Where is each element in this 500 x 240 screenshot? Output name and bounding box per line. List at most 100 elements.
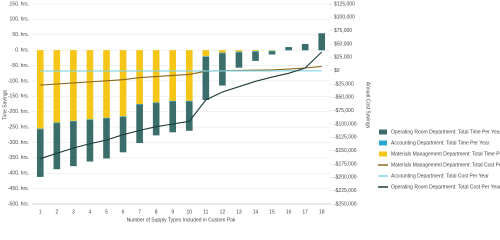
bar-segment bbox=[268, 50, 276, 52]
y-tick-label: 50. hrs. bbox=[12, 32, 29, 38]
bar-segment bbox=[202, 50, 210, 57]
y2-tick-label: -$25,000 bbox=[334, 81, 354, 87]
y2-tick-label: -$200,000 bbox=[334, 175, 357, 181]
x-tick-label: 6 bbox=[122, 209, 125, 215]
x-tick-label: 7 bbox=[138, 209, 141, 215]
bar-segment bbox=[152, 102, 160, 104]
bar-segment bbox=[36, 50, 44, 129]
legend-label: Materials Management Department: Total C… bbox=[391, 162, 500, 168]
x-tick-label: 16 bbox=[286, 209, 292, 215]
y-tick-label: -100. hrs. bbox=[8, 78, 29, 84]
bar-segment bbox=[119, 116, 127, 117]
bar-segment bbox=[235, 51, 243, 53]
x-axis-title: Number of Supply Types Included in Custo… bbox=[127, 217, 236, 223]
y2-tick-label: -$150,000 bbox=[334, 148, 357, 154]
y2-tick-label: $50,000 bbox=[334, 41, 352, 47]
legend-label: Operating Room Department: Total Time Pe… bbox=[391, 129, 500, 135]
y-tick-label: -300. hrs. bbox=[8, 140, 29, 146]
chart: Time Savings Annual Cost Savings Number … bbox=[2, 1, 500, 223]
bar-segment bbox=[202, 56, 210, 100]
y2-tick-label: $125,000 bbox=[334, 1, 355, 7]
legend-swatch bbox=[379, 151, 387, 157]
x-tick-label: 9 bbox=[171, 209, 174, 215]
bar-segment bbox=[70, 120, 77, 122]
x-tick-label: 2 bbox=[55, 209, 58, 215]
x-tick-label: 11 bbox=[203, 209, 208, 215]
y2-tick-label: -$175,000 bbox=[334, 161, 357, 167]
x-tick-label: 18 bbox=[319, 209, 325, 215]
x-tick-label: 4 bbox=[89, 209, 92, 215]
y2-tick-label: -$250,000 bbox=[334, 201, 357, 207]
x-tick-label: 15 bbox=[269, 209, 275, 215]
x-tick-label: 13 bbox=[236, 209, 242, 215]
bar-segment bbox=[185, 101, 193, 131]
legend-label: Accounting Department: Total Cost Per Ye… bbox=[391, 173, 489, 179]
x-tick-label: 12 bbox=[220, 209, 226, 215]
bar-segment bbox=[219, 52, 226, 54]
legend-label: Materials Management Department: Total T… bbox=[391, 151, 500, 157]
bar-segment bbox=[103, 118, 110, 159]
y2-tick-label: -$225,000 bbox=[334, 188, 357, 194]
bar-segment bbox=[70, 121, 77, 167]
bar-segment bbox=[53, 122, 61, 124]
line-series bbox=[40, 51, 323, 160]
line-series bbox=[40, 65, 322, 86]
legend-swatch bbox=[379, 140, 387, 146]
y2-tick-label: $75,000 bbox=[334, 28, 352, 34]
y2-axis-title: Annual Cost Savings bbox=[365, 82, 371, 129]
y-tick-label: 0. hrs. bbox=[15, 47, 29, 53]
bar-segment bbox=[103, 117, 110, 119]
x-tick-label: 1 bbox=[39, 209, 42, 215]
y2-tick-label: -$100,000 bbox=[334, 121, 357, 127]
bar-segment bbox=[252, 51, 259, 52]
y-tick-label: -350. hrs. bbox=[8, 155, 29, 161]
y-tick-label: 150. hrs. bbox=[10, 1, 29, 7]
y2-tick-label: -$50,000 bbox=[334, 95, 354, 101]
bar-segment bbox=[152, 103, 160, 136]
y2-tick-label: -$75,000 bbox=[334, 108, 354, 114]
bar-segment bbox=[86, 50, 94, 120]
x-tick-label: 17 bbox=[302, 209, 308, 215]
legend-label: Operating Room Department: Total Cost Pe… bbox=[391, 184, 500, 190]
bar-segment bbox=[53, 50, 61, 123]
y-tick-label: -450. hrs. bbox=[8, 186, 29, 192]
bar-segment bbox=[36, 129, 44, 177]
bar-segment bbox=[301, 44, 309, 51]
y-tick-label: -500. hrs. bbox=[8, 201, 29, 207]
bar-segment bbox=[202, 56, 210, 57]
bar-segment bbox=[53, 123, 61, 170]
bar-segment bbox=[86, 119, 94, 120]
y2-tick-label: $0 bbox=[334, 68, 340, 74]
x-tick-label: 5 bbox=[105, 209, 108, 215]
y-tick-label: 100. hrs. bbox=[10, 17, 29, 23]
bar-segment bbox=[185, 100, 193, 102]
y-tick-label: -250. hrs. bbox=[8, 124, 29, 130]
bar-segment bbox=[285, 47, 292, 51]
x-tick-label: 14 bbox=[253, 209, 259, 215]
legend-swatch bbox=[379, 129, 387, 135]
bar-segment bbox=[70, 50, 77, 121]
bar-segment bbox=[169, 101, 177, 133]
legend-label: Accounting Department: Total Time Per Ye… bbox=[391, 140, 490, 146]
bar-segment bbox=[268, 50, 276, 51]
bar-segment bbox=[136, 104, 143, 144]
bar-segment bbox=[119, 50, 127, 117]
bar-segment bbox=[252, 50, 259, 52]
y-tick-label: -400. hrs. bbox=[8, 171, 29, 177]
bar-segment bbox=[86, 120, 94, 162]
x-tick-label: 10 bbox=[186, 209, 192, 215]
y2-tick-label: $100,000 bbox=[334, 15, 355, 21]
bar-segment bbox=[252, 51, 259, 61]
bar-segment bbox=[103, 50, 110, 118]
bar-segment bbox=[235, 52, 243, 68]
bar-segment bbox=[36, 128, 44, 130]
bar-segment bbox=[268, 51, 276, 55]
y-tick-label: -50. hrs. bbox=[11, 63, 29, 69]
bar-segment bbox=[185, 50, 193, 101]
bar-segment bbox=[136, 104, 143, 105]
bar-segment bbox=[219, 50, 226, 53]
x-tick-label: 3 bbox=[72, 209, 75, 215]
y2-tick-label: -$125,000 bbox=[334, 135, 357, 141]
bar-segment bbox=[169, 100, 177, 102]
bar-segment bbox=[235, 50, 243, 52]
